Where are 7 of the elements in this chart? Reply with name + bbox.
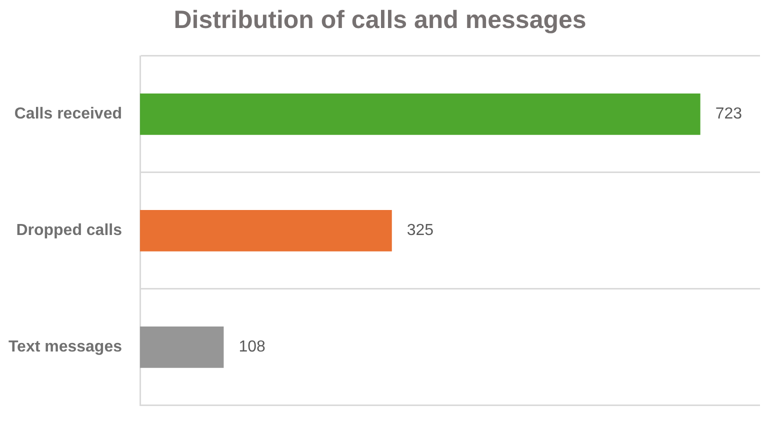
- data-label: 723: [715, 106, 742, 123]
- y-tick-label: Dropped calls: [16, 222, 122, 240]
- chart-title: Distribution of calls and messages: [174, 6, 586, 34]
- y-tick-label: Calls received: [14, 106, 122, 123]
- data-label: 108: [238, 338, 266, 356]
- data-label: 325: [406, 222, 434, 240]
- y-tick-label: Text messages: [8, 338, 122, 356]
